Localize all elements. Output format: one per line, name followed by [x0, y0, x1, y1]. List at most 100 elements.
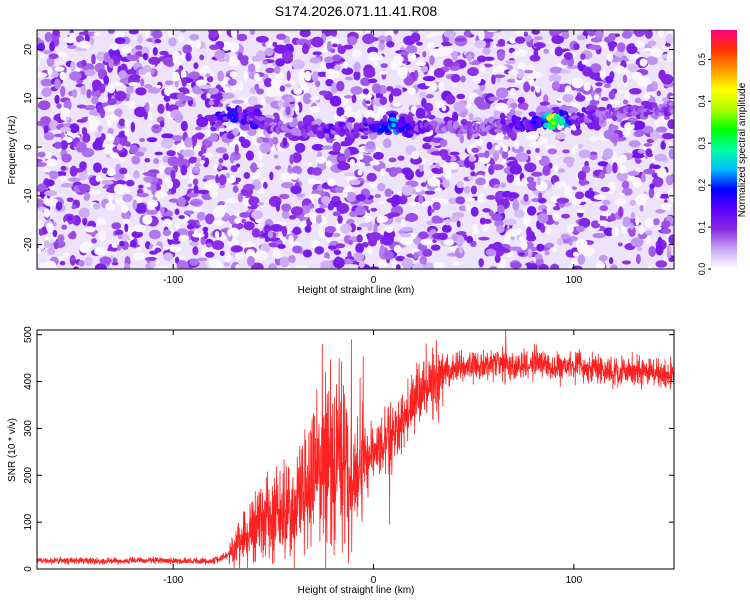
- spectrogram-cell: [427, 177, 441, 187]
- spectrogram-cell: [158, 164, 166, 174]
- spectrogram-cell: [148, 56, 161, 65]
- spectrogram-cell: [88, 121, 97, 132]
- spectrogram-cell: [167, 180, 174, 190]
- spectrogram-cell: [373, 61, 378, 67]
- spectrogram-cell: [611, 226, 620, 238]
- spectrogram-cell: [111, 222, 122, 230]
- spectrogram-cell: [59, 71, 67, 81]
- spectrogram-cell: [237, 223, 245, 229]
- spectrogram-ridge-cell: [353, 132, 359, 139]
- spectrogram-cell: [379, 244, 386, 255]
- spectrogram-cell: [84, 69, 96, 77]
- spectrogram-cell: [529, 140, 542, 148]
- spectrogram-cell: [423, 262, 435, 269]
- spectrogram-cell: [235, 163, 241, 168]
- spectrogram-cell: [603, 148, 614, 160]
- spectrogram-cell: [82, 132, 91, 143]
- spectrogram-cell: [531, 30, 540, 35]
- spectrogram-cell: [131, 230, 143, 239]
- spectrogram-cell: [363, 109, 375, 120]
- spectrogram-cell: [125, 174, 131, 181]
- spectrogram-cell: [314, 246, 325, 255]
- spectrogram-cell: [395, 255, 406, 262]
- spectrogram-cell: [380, 39, 385, 44]
- spectrogram-ylabel: Frequency (Hz): [7, 116, 18, 185]
- spectrogram-cell: [204, 98, 210, 105]
- spectrogram-cell: [192, 246, 199, 256]
- spectrogram-cell: [37, 58, 40, 66]
- spectrogram-cell: [114, 108, 123, 117]
- spectrogram-cell: [174, 256, 180, 264]
- spectrogram-cell: [455, 231, 467, 236]
- spectrogram-cell: [104, 133, 114, 142]
- spectrogram-cell: [599, 205, 609, 212]
- spectrogram-cell: [243, 183, 255, 191]
- spectrogram-cell: [199, 84, 212, 90]
- spectrogram-ridge-cell: [499, 112, 506, 121]
- spectrogram-cell: [336, 203, 350, 214]
- spectrogram-cell: [552, 210, 559, 222]
- spectrogram-cell: [655, 192, 661, 198]
- colorbar-tick-label: 0.3: [697, 137, 707, 150]
- spectrogram-cell: [284, 83, 292, 88]
- spectrogram-cell: [309, 96, 320, 101]
- spectrogram-cell: [331, 195, 341, 203]
- spectrogram-cell: [425, 94, 434, 99]
- spectrogram-cell: [368, 231, 382, 241]
- spectrogram-cell: [70, 256, 76, 262]
- spectrogram-cell: [439, 139, 448, 147]
- spectrogram-cell: [473, 74, 482, 85]
- spectrogram-cell: [57, 234, 65, 243]
- spectrogram-xlabel: Height of straight line (km): [298, 285, 415, 296]
- spectrogram-cell: [332, 232, 341, 238]
- spectrogram-cell: [538, 192, 543, 200]
- spectrogram-cell: [554, 46, 563, 57]
- spectrogram-cell: [600, 212, 612, 217]
- spectrogram-cell: [577, 143, 584, 149]
- spectrogram-cell: [232, 127, 239, 137]
- spectrogram-cell: [492, 241, 503, 252]
- spectrogram-cell: [208, 87, 220, 95]
- spectrogram-cell: [257, 150, 263, 162]
- spectrogram-cell: [56, 103, 62, 109]
- spectrogram-cell: [174, 220, 180, 230]
- spectrogram-cell: [174, 113, 184, 123]
- spectrogram-cell: [124, 223, 129, 233]
- spectrogram-cell: [643, 47, 654, 52]
- spectrogram-cell: [302, 249, 312, 258]
- spectrogram-cell: [37, 183, 47, 191]
- spectrogram-peak-core: [231, 110, 236, 115]
- spectrogram-cell: [621, 55, 628, 60]
- spectrogram-cell: [152, 124, 160, 130]
- spectrogram-cell: [590, 37, 603, 43]
- spectrogram-cell: [388, 157, 397, 163]
- spectrogram-cell: [121, 218, 131, 224]
- spectrogram-cell: [293, 87, 303, 95]
- spectrogram-cell: [379, 257, 388, 267]
- spectrogram-cell: [269, 171, 274, 181]
- spectrogram-cell: [59, 175, 66, 182]
- spectrogram-cell: [391, 194, 402, 206]
- spectrogram-cell: [491, 164, 504, 171]
- spectrogram-cell: [116, 143, 123, 151]
- spectrogram-cell: [644, 30, 653, 39]
- spectrogram-cell: [654, 153, 668, 162]
- spectrogram-cell: [232, 185, 239, 193]
- spectrogram-cell: [194, 126, 202, 131]
- spectrogram-cell: [330, 48, 336, 53]
- spectrogram-cell: [168, 37, 177, 47]
- spectrogram-cell: [582, 66, 588, 76]
- spectrogram-cell: [92, 140, 103, 151]
- spectrogram-cell: [374, 193, 381, 199]
- spectrogram-cell: [317, 67, 325, 72]
- spectrogram-cell: [510, 102, 518, 109]
- spectrogram-cell: [101, 179, 114, 185]
- spectrogram-cell: [537, 212, 549, 224]
- spectrogram-cell: [442, 179, 450, 189]
- spectrogram-cell: [248, 95, 258, 106]
- spectrogram-cell: [275, 201, 281, 212]
- spectrogram-cell: [424, 190, 436, 195]
- spectrogram-cell: [645, 230, 653, 236]
- spectrogram-cell: [320, 47, 330, 53]
